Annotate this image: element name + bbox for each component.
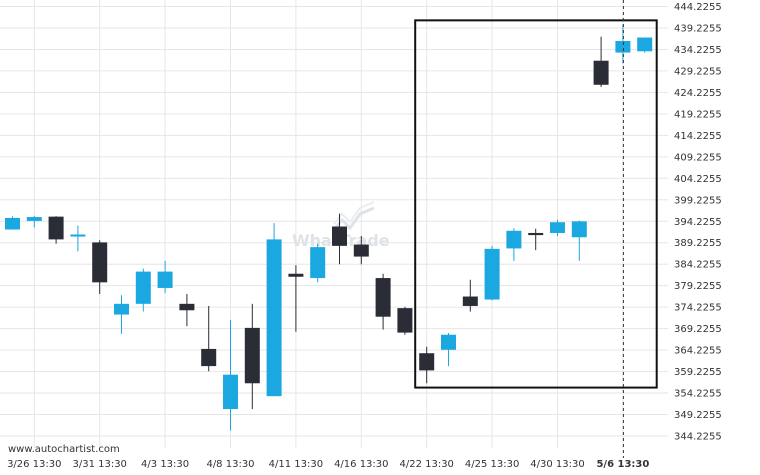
y-tick-label: 344.2255: [674, 432, 722, 443]
y-tick-label: 404.2255: [674, 174, 722, 185]
y-tick-label: 384.2255: [674, 260, 722, 271]
x-axis: 3/26 13:30 3/31 13:30 4/3 13:30 4/8 13:30 4/…: [7, 459, 649, 470]
x-tick-label: 4/3 13:30: [141, 459, 189, 470]
candle-body: [593, 60, 609, 85]
x-tick-label: 4/30 13:30: [530, 459, 584, 470]
candle: [506, 228, 522, 261]
y-tick-label: 354.2255: [674, 389, 722, 400]
candle-body: [637, 37, 653, 52]
candle: [179, 293, 195, 327]
y-tick-label: 434.2255: [674, 45, 722, 56]
candle-body: [462, 296, 478, 306]
candle: [48, 216, 64, 244]
x-tick-label: 4/22 13:30: [399, 459, 453, 470]
candle: [244, 303, 260, 410]
candle-body: [550, 222, 565, 233]
candle-body: [353, 244, 369, 257]
y-tick-label: 369.2255: [674, 324, 722, 335]
candle-body: [615, 40, 631, 53]
candle: [571, 220, 587, 261]
candle-body: [135, 271, 151, 304]
candle-body: [223, 374, 238, 410]
y-tick-label: 349.2255: [674, 410, 722, 421]
candle: [26, 215, 42, 228]
candle-body: [114, 303, 129, 315]
candle-body: [266, 239, 282, 397]
candle: [397, 306, 413, 335]
candle: [593, 36, 609, 87]
candle-body: [332, 226, 347, 246]
candle: [637, 37, 653, 53]
candle-body: [375, 278, 391, 317]
candle-body: [244, 327, 260, 384]
pattern-box: [414, 0, 658, 458]
candle-body: [484, 248, 500, 300]
candle: [441, 333, 456, 367]
candle: [135, 268, 151, 312]
candle: [375, 273, 391, 330]
y-tick-label: 394.2255: [674, 217, 722, 228]
candle-body: [506, 230, 522, 249]
candle-body: [201, 348, 217, 367]
pattern-rectangle: [414, 19, 658, 389]
x-tick-label: 4/25 13:30: [465, 459, 519, 470]
candle-body: [92, 242, 108, 283]
y-axis: 444.2255 439.2255 434.2255 429.2255 424.2255…: [674, 2, 722, 443]
y-tick-label: 359.2255: [674, 367, 722, 378]
x-tick-label: 5/6 13:30: [596, 459, 649, 470]
candle: [332, 213, 347, 265]
y-tick-label: 399.2255: [674, 195, 722, 206]
x-tick-label: 4/8 13:30: [206, 459, 254, 470]
candle: [92, 240, 108, 294]
y-tick-label: 424.2255: [674, 88, 722, 99]
candle: [266, 223, 282, 397]
grid: [0, 0, 668, 448]
candle: [462, 279, 478, 312]
y-tick-label: 379.2255: [674, 281, 722, 292]
candle-body: [441, 334, 456, 350]
credit-text: www.autochartist.com: [8, 444, 120, 455]
candle-body: [397, 308, 413, 333]
y-tick-label: 429.2255: [674, 66, 722, 77]
candle-body: [288, 273, 304, 277]
candle: [114, 295, 129, 334]
y-tick-label: 419.2255: [674, 109, 722, 120]
y-tick-label: 414.2255: [674, 131, 722, 142]
candle: [223, 320, 238, 431]
candle: [419, 346, 435, 384]
y-tick-label: 444.2255: [674, 2, 722, 13]
candle: [353, 235, 369, 265]
candle-body: [26, 217, 42, 221]
candle-body: [157, 271, 173, 288]
x-tick-label: 3/31 13:30: [72, 459, 126, 470]
y-tick-label: 409.2255: [674, 152, 722, 163]
y-tick-label: 439.2255: [674, 23, 722, 34]
candle-body: [5, 217, 20, 230]
candle: [550, 219, 565, 236]
y-tick-label: 374.2255: [674, 303, 722, 314]
candle-body: [48, 216, 64, 240]
candle: [484, 245, 500, 301]
y-tick-label: 364.2255: [674, 346, 722, 357]
candles: [5, 24, 653, 431]
candle-body: [419, 353, 435, 371]
candle-body: [310, 247, 326, 279]
candle: [70, 225, 86, 252]
candle: [528, 228, 544, 251]
candle: [201, 305, 217, 372]
candle-body: [571, 221, 587, 238]
y-tick-label: 389.2255: [674, 238, 722, 249]
x-tick-label: 3/26 13:30: [7, 459, 61, 470]
candle: [157, 260, 173, 294]
candle: [310, 243, 326, 283]
candle-body: [70, 234, 86, 237]
candle: [5, 216, 20, 230]
candle: [288, 265, 304, 332]
candle-body: [179, 303, 195, 311]
candle-body: [528, 232, 544, 236]
x-tick-label: 4/11 13:30: [269, 459, 323, 470]
x-tick-label: 4/16 13:30: [334, 459, 388, 470]
